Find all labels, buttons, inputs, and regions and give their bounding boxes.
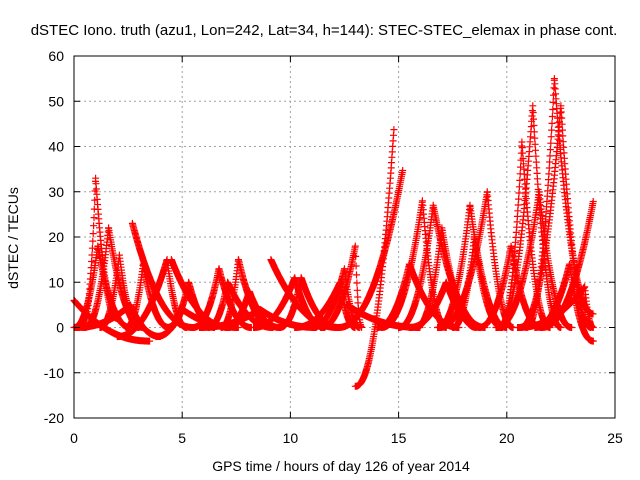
y-tick-label: 20 <box>48 229 64 245</box>
y-axis-label: dSTEC / TECUs <box>5 187 21 289</box>
y-tick-label: 50 <box>48 93 64 109</box>
axis-ticks: 0 5 10 15 20 25 -20 -10 0 10 20 30 40 50 60 <box>44 48 623 446</box>
y-tick-label: 0 <box>56 320 64 336</box>
y-tick-label: 10 <box>48 274 64 290</box>
data-points <box>70 75 597 390</box>
y-tick-label: -20 <box>44 410 64 426</box>
arc-markers <box>122 260 173 331</box>
x-tick-label: 5 <box>178 430 186 446</box>
x-tick-label: 15 <box>391 430 407 446</box>
satellite-arc <box>514 283 597 331</box>
y-tick-label: 60 <box>48 48 64 64</box>
x-tick-label: 10 <box>283 430 299 446</box>
arc-markers <box>317 242 366 331</box>
arc-markers <box>351 126 398 390</box>
y-tick-label: 40 <box>48 139 64 155</box>
x-tick-label: 25 <box>607 430 623 446</box>
satellite-arc <box>122 260 173 331</box>
chart-title: dSTEC Iono. truth (azu1, Lon=242, Lat=34… <box>31 22 618 39</box>
x-axis-label: GPS time / hours of day 126 of year 2014 <box>212 458 470 474</box>
satellite-arc <box>351 126 398 390</box>
x-tick-label: 20 <box>499 430 515 446</box>
x-tick-label: 0 <box>70 430 78 446</box>
y-tick-label: 30 <box>48 184 64 200</box>
satellite-arc <box>317 242 366 331</box>
arc-markers <box>514 283 597 331</box>
y-tick-label: -10 <box>44 365 64 381</box>
